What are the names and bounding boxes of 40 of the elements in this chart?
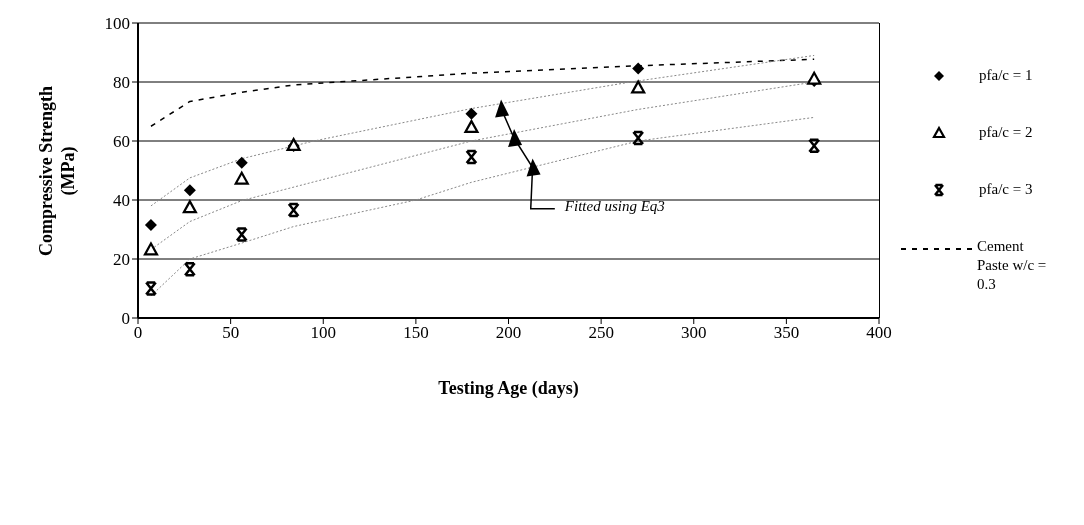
point <box>632 130 645 146</box>
x-tick-label: 50 <box>222 323 240 343</box>
x-tick-label: 100 <box>310 323 336 343</box>
y-tick-label: 20 <box>113 250 130 270</box>
y-tick-label: 40 <box>113 191 130 211</box>
point <box>807 71 822 85</box>
point <box>183 184 196 197</box>
y-tick-label: 0 <box>121 309 130 329</box>
point <box>182 200 197 214</box>
point <box>464 120 479 134</box>
point <box>632 62 645 75</box>
x-tick-label: 250 <box>588 323 614 343</box>
point <box>235 156 248 169</box>
point <box>235 227 248 242</box>
point <box>631 80 646 94</box>
x-tick-label: 0 <box>133 323 143 343</box>
x-tick-label: 150 <box>403 323 429 343</box>
x-tick-label: 200 <box>495 323 522 343</box>
point <box>287 202 300 218</box>
point <box>183 262 196 277</box>
x-tick-label: 300 <box>681 323 707 343</box>
point <box>808 138 821 153</box>
legend-label: Cement Paste w/c = 0.3 <box>977 237 1048 294</box>
y-tick-label: 100 <box>104 14 130 34</box>
x-tick-label: 400 <box>866 323 892 343</box>
legend-label: pfa/c = 2 <box>979 123 1034 142</box>
legend-label: pfa/c = 1 <box>979 66 1034 85</box>
point <box>144 219 157 232</box>
point <box>144 281 158 296</box>
point <box>143 242 159 256</box>
legend-label: pfa/c = 3 <box>979 180 1034 199</box>
point <box>465 107 478 120</box>
y-tick-label: 60 <box>113 132 130 152</box>
y-axis-title: Compressive Strength (MPa) <box>35 84 79 258</box>
point <box>465 149 478 165</box>
x-tick-label: 350 <box>773 323 800 343</box>
point <box>234 171 249 185</box>
y-tick-label: 80 <box>113 73 130 93</box>
annotation: Fitted using Eq3 <box>564 197 665 215</box>
x-axis-title: Testing Age (days) <box>437 378 580 399</box>
